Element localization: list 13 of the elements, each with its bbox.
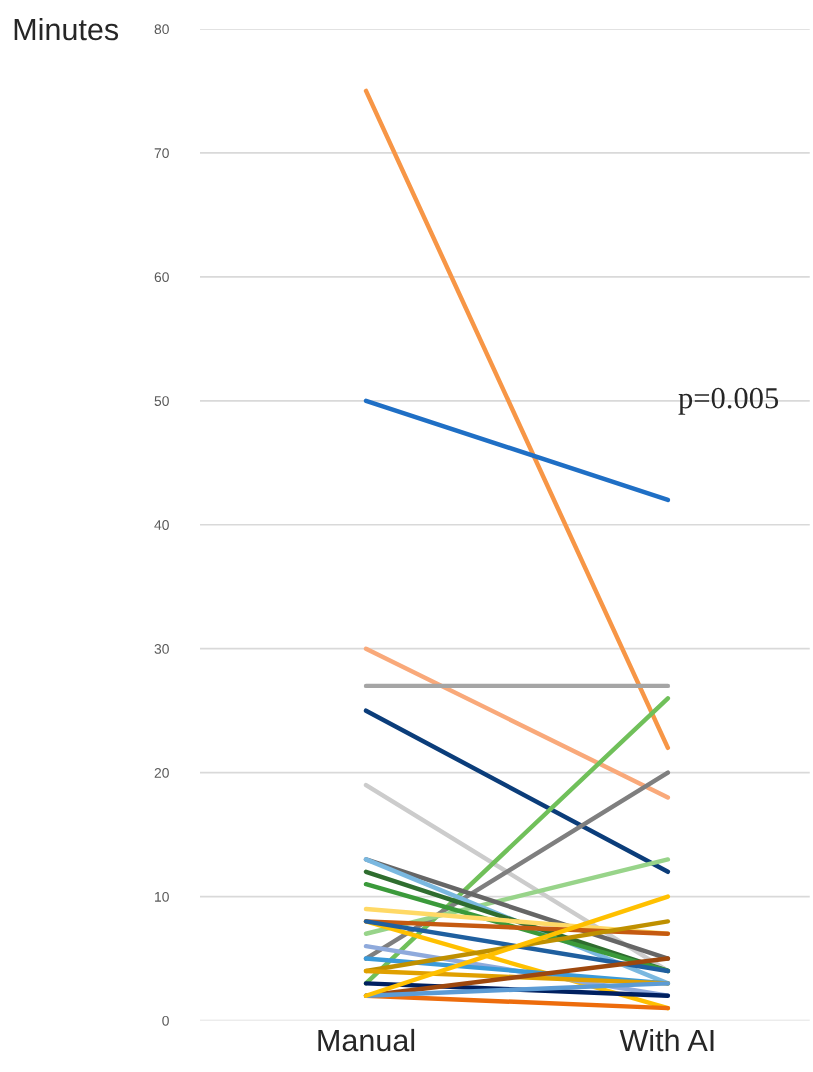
y-tick-label: 20 [154,767,169,778]
y-tick-label: 70 [154,148,169,159]
x-tick-label: With AI [619,1028,714,1052]
x-tick-label: Manual [318,1028,415,1052]
y-axis-title: Minutes [14,17,119,41]
annotation: p=0.005 [678,387,779,415]
y-tick-label: 30 [154,644,169,654]
y-tick-label: 50 [154,396,169,406]
y-tick-label: 80 [154,24,169,35]
y-tick-label: 10 [155,891,169,902]
y-tick-label: 0 [162,1015,169,1026]
y-tick-label: 60 [154,272,169,283]
y-tick-label: 40 [154,520,169,530]
